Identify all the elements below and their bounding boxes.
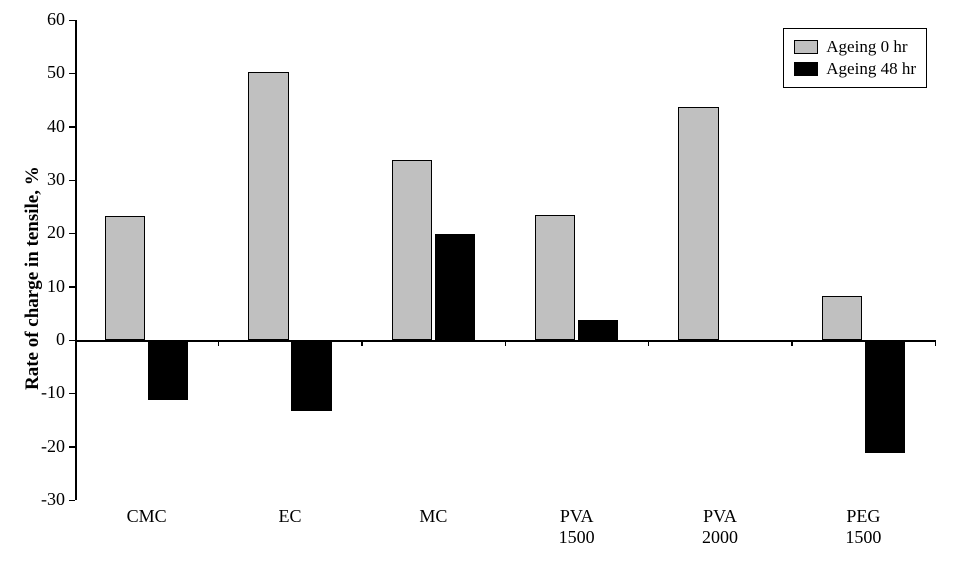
x-tick (935, 340, 937, 346)
y-tick-label: 50 (15, 62, 65, 83)
y-tick-label: -20 (15, 436, 65, 457)
y-tick (69, 233, 75, 235)
category-label: CMC (75, 506, 218, 527)
category-label: PEG1500 (792, 506, 935, 547)
y-tick-label: 60 (15, 9, 65, 30)
bar (291, 340, 331, 411)
legend-item: Ageing 0 hr (794, 37, 916, 57)
y-tick-label: 40 (15, 116, 65, 137)
legend-item: Ageing 48 hr (794, 59, 916, 79)
category-label: PVA1500 (505, 506, 648, 547)
legend-label: Ageing 0 hr (826, 37, 907, 57)
plot-area: -30-20-100102030405060CMCECMCPVA1500PVA2… (75, 20, 935, 500)
y-tick (69, 340, 75, 342)
category-label: EC (218, 506, 361, 527)
bar (822, 296, 862, 340)
chart-container: -30-20-100102030405060CMCECMCPVA1500PVA2… (0, 0, 962, 575)
legend: Ageing 0 hrAgeing 48 hr (783, 28, 927, 88)
bar (435, 234, 475, 340)
x-tick (505, 340, 507, 346)
category-label: PVA2000 (648, 506, 791, 547)
bar (535, 215, 575, 340)
bar (105, 216, 145, 340)
bar (578, 320, 618, 340)
y-tick (69, 126, 75, 128)
x-tick (218, 340, 220, 346)
bar (865, 340, 905, 453)
legend-swatch (794, 62, 818, 76)
y-axis (75, 20, 77, 500)
x-tick (648, 340, 650, 346)
x-tick (791, 340, 793, 346)
y-tick (69, 446, 75, 448)
bar (148, 340, 188, 400)
y-tick (69, 180, 75, 182)
bar (721, 340, 761, 342)
y-tick (69, 500, 75, 502)
y-tick (69, 286, 75, 288)
bar (678, 107, 718, 340)
legend-label: Ageing 48 hr (826, 59, 916, 79)
y-tick (69, 20, 75, 22)
y-tick (69, 73, 75, 75)
y-tick-label: -30 (15, 489, 65, 510)
bar (248, 72, 288, 340)
category-label: MC (362, 506, 505, 527)
x-tick (361, 340, 363, 346)
y-tick (69, 393, 75, 395)
bar (392, 160, 432, 340)
y-axis-title: Rate of charge in tensile, % (22, 166, 44, 390)
legend-swatch (794, 40, 818, 54)
